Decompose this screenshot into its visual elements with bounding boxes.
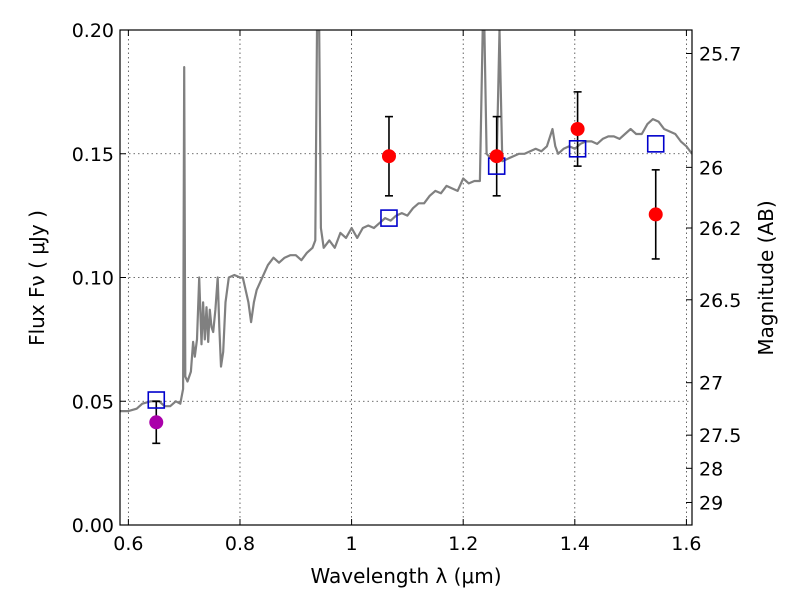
y2-tick-label: 27 bbox=[699, 373, 723, 395]
x-tick-label: 1.4 bbox=[560, 533, 590, 555]
model-spectrum-line bbox=[120, 30, 692, 413]
y2-tick-label: 27.5 bbox=[699, 425, 741, 447]
y2-axis-label: Magnitude (AB) bbox=[754, 200, 778, 355]
y-tick-label: 0.10 bbox=[72, 268, 114, 290]
y-axis-label: Flux Fν ( μJy ) bbox=[25, 210, 49, 346]
y2-tick-label: 26 bbox=[699, 157, 723, 179]
y2-tick-label: 26.2 bbox=[699, 218, 741, 240]
axis-ticks: 0.6 0.8 1 1.2 1.4 1.6 0.00 0.05 0.10 0.15 0.20 25.7… bbox=[72, 20, 742, 555]
x-tick-label: 0.8 bbox=[225, 533, 255, 555]
x-axis-label: Wavelength λ (μm) bbox=[310, 564, 501, 588]
y2-tick-label: 28 bbox=[699, 458, 723, 480]
model-flux-square bbox=[646, 135, 665, 153]
model-flux-square bbox=[147, 391, 166, 409]
y2-tick-label: 25.7 bbox=[699, 44, 741, 66]
y-tick-label: 0.05 bbox=[72, 391, 114, 413]
observed-flux-point bbox=[381, 149, 396, 164]
photometry-marks bbox=[147, 91, 665, 445]
x-tick-label: 1.6 bbox=[671, 533, 701, 555]
model-flux-square bbox=[380, 209, 398, 227]
model-flux-square bbox=[568, 140, 587, 158]
y-tick-label: 0.15 bbox=[72, 144, 114, 166]
y2-tick-label: 29 bbox=[699, 492, 723, 514]
x-tick-label: 1 bbox=[346, 533, 358, 555]
observed-flux-point bbox=[648, 207, 663, 222]
observed-flux-point bbox=[489, 149, 504, 164]
observed-flux-point bbox=[149, 415, 164, 430]
observed-flux-point bbox=[570, 122, 585, 136]
y-tick-label: 0.00 bbox=[72, 515, 114, 537]
x-tick-label: 0.6 bbox=[113, 533, 143, 555]
y-tick-label: 0.20 bbox=[72, 20, 114, 42]
y2-tick-label: 26.5 bbox=[699, 290, 741, 312]
x-tick-label: 1.2 bbox=[448, 533, 478, 555]
